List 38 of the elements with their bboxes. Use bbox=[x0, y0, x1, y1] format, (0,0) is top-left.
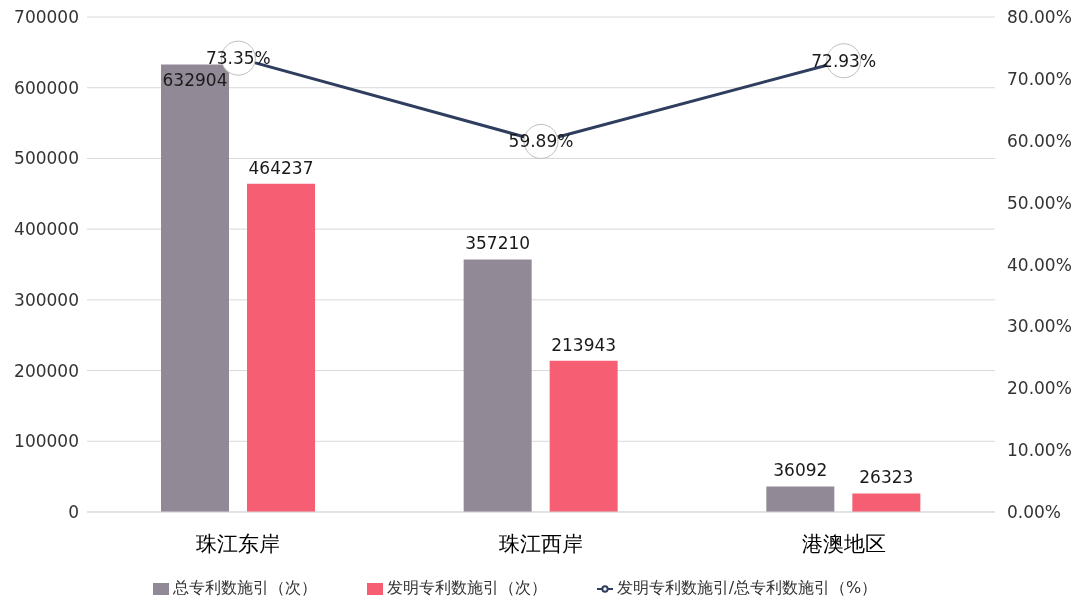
y-tick-label: 0 bbox=[68, 502, 79, 523]
y2-tick-label: 30.00% bbox=[1007, 316, 1072, 337]
legend-label: 发明专利数施引/总专利数施引（%） bbox=[616, 578, 878, 597]
data-label: 632904 bbox=[162, 70, 228, 91]
data-label: 464237 bbox=[248, 157, 314, 178]
y2-tick-label: 70.00% bbox=[1007, 68, 1072, 89]
x-tick-label: 港澳地区 bbox=[801, 531, 886, 556]
y-tick-label: 500000 bbox=[14, 148, 79, 169]
bar bbox=[463, 259, 532, 512]
y-tick-label: 700000 bbox=[14, 7, 79, 28]
bar bbox=[766, 486, 835, 512]
y2-tick-label: 60.00% bbox=[1007, 130, 1072, 151]
bar bbox=[549, 360, 618, 512]
y2-tick-label: 20.00% bbox=[1007, 378, 1072, 399]
data-label: 73.35% bbox=[205, 48, 271, 69]
y2-tick-label: 0.00% bbox=[1007, 502, 1062, 523]
data-label: 357210 bbox=[465, 233, 531, 254]
x-tick-label: 珠江西岸 bbox=[499, 531, 583, 556]
y-tick-label: 400000 bbox=[14, 219, 79, 240]
bar bbox=[247, 183, 315, 512]
y-tick-label: 100000 bbox=[14, 431, 79, 452]
y-tick-label: 200000 bbox=[14, 360, 79, 381]
bar bbox=[852, 493, 921, 512]
y2-tick-label: 50.00% bbox=[1007, 192, 1072, 213]
data-label: 72.93% bbox=[811, 50, 877, 71]
data-label: 26323 bbox=[859, 467, 914, 488]
y2-tick-label: 80.00% bbox=[1007, 7, 1072, 28]
y2-tick-label: 10.00% bbox=[1007, 440, 1072, 461]
legend-label: 发明专利数施引（次） bbox=[386, 578, 547, 597]
bar bbox=[161, 64, 229, 512]
data-label: 213943 bbox=[551, 334, 617, 355]
data-label: 36092 bbox=[773, 460, 828, 481]
legend-label: 总专利数施引（次） bbox=[172, 578, 317, 597]
x-tick-label: 珠江东岸 bbox=[196, 531, 281, 556]
y-tick-label: 600000 bbox=[14, 77, 79, 98]
y-tick-label: 300000 bbox=[14, 289, 79, 310]
data-label: 59.89% bbox=[508, 131, 574, 152]
y2-tick-label: 40.00% bbox=[1007, 254, 1072, 275]
